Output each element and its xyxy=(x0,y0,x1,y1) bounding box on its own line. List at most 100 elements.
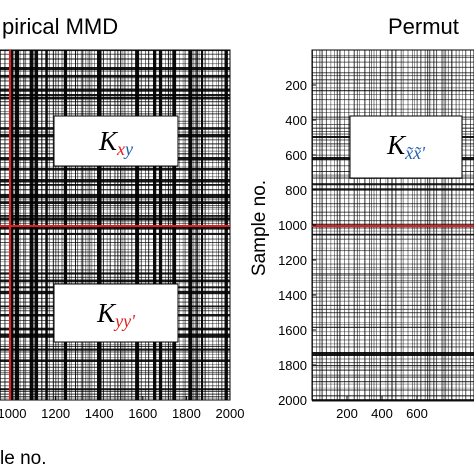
stripe-horizontal xyxy=(0,168,230,171)
right-y-axis-label: Sample no. xyxy=(249,180,270,276)
stripe-horizontal xyxy=(0,166,230,168)
stripe-horizontal xyxy=(312,331,474,333)
stripe-horizontal xyxy=(0,217,230,221)
stripe-horizontal xyxy=(0,212,230,214)
stripe-horizontal xyxy=(312,94,474,95)
stripe-horizontal xyxy=(0,276,230,278)
stripe-horizontal xyxy=(312,206,474,208)
right-heatmap: Kx̃x̃' xyxy=(311,49,474,402)
stripe-horizontal xyxy=(312,286,474,288)
stripe-horizontal xyxy=(0,101,230,103)
stripe-horizontal xyxy=(312,263,474,265)
stripe-horizontal xyxy=(312,346,474,348)
left-heatmap: Kxy Kyy' xyxy=(0,49,231,401)
stripe-horizontal xyxy=(0,111,230,113)
stripe-horizontal xyxy=(312,227,474,229)
kxy-sub-y: y xyxy=(123,139,133,159)
stripe-horizontal xyxy=(0,226,230,230)
stripe-horizontal xyxy=(0,97,230,100)
stripe-horizontal xyxy=(312,399,474,402)
stripe-horizontal xyxy=(0,259,230,260)
stripe-horizontal xyxy=(312,247,474,249)
kxy-annotation-box xyxy=(53,115,179,167)
stripe-horizontal xyxy=(312,108,474,110)
stripe-horizontal xyxy=(0,173,230,174)
kxy-annotation: Kxy xyxy=(98,126,133,159)
stripe-horizontal xyxy=(312,290,474,292)
stripe-horizontal xyxy=(312,282,474,283)
stripe-horizontal xyxy=(312,304,474,306)
stripe-horizontal xyxy=(312,104,474,106)
left-x-ticks: 1000 1200 1400 1600 1800 2000 xyxy=(0,396,244,421)
stripe-horizontal xyxy=(312,308,474,310)
stripe-horizontal xyxy=(0,372,230,374)
stripe-horizontal xyxy=(312,358,474,360)
stripe-horizontal xyxy=(312,395,474,397)
stripe-horizontal xyxy=(312,90,474,92)
stripe-horizontal xyxy=(312,203,474,205)
stripe-horizontal xyxy=(0,244,230,246)
left-x-tick-label: 1800 xyxy=(172,406,201,421)
kyy-sub: yy' xyxy=(113,311,136,331)
stripe-horizontal xyxy=(312,274,474,276)
kyy-annotation: Kyy' xyxy=(96,298,136,331)
stripe-horizontal xyxy=(312,223,474,225)
stripe-horizontal xyxy=(0,67,230,71)
stripe-horizontal xyxy=(312,376,474,378)
stripe-horizontal xyxy=(0,113,230,115)
stripe-horizontal xyxy=(0,63,230,65)
left-x-axis-label: le no. xyxy=(0,448,46,469)
stripe-horizontal xyxy=(0,390,230,392)
stripe-horizontal xyxy=(312,362,474,364)
right-y-tick-label: 2000 xyxy=(278,393,307,408)
stripe-horizontal xyxy=(312,366,474,368)
kxx-base: K xyxy=(386,130,407,160)
stripe-horizontal xyxy=(0,184,230,186)
right-y-tick-label: 1200 xyxy=(278,253,307,268)
kyy-annotation-box xyxy=(53,283,179,343)
stripe-horizontal xyxy=(312,82,474,84)
stripe-horizontal xyxy=(0,208,230,210)
stripe-horizontal xyxy=(312,183,474,186)
stripe-horizontal xyxy=(0,345,230,347)
stripe-horizontal xyxy=(312,243,474,245)
stripe-horizontal xyxy=(0,215,230,217)
stripe-horizontal xyxy=(312,273,474,274)
stripe-horizontal xyxy=(0,179,230,183)
stripe-horizontal xyxy=(0,199,230,201)
stripe-horizontal xyxy=(312,296,474,298)
stripe-horizontal xyxy=(312,87,474,89)
stripe-horizontal xyxy=(312,323,474,325)
right-x-ticks: 200 400 600 xyxy=(336,396,428,421)
stripe-horizontal xyxy=(312,230,474,232)
stripe-horizontal xyxy=(0,282,230,284)
stripe-horizontal xyxy=(312,194,474,196)
stripe-horizontal xyxy=(312,335,474,336)
stripe-horizontal xyxy=(312,197,474,199)
stripe-horizontal xyxy=(312,383,474,385)
stripe-horizontal xyxy=(312,365,474,367)
kxy-sub-x: x xyxy=(116,139,125,159)
stripe-horizontal xyxy=(0,359,230,362)
stripe-horizontal xyxy=(0,242,230,243)
right-y-tick-label: 400 xyxy=(285,113,307,128)
stripe-horizontal xyxy=(0,351,230,353)
stripe-horizontal xyxy=(0,176,230,178)
stripe-horizontal xyxy=(312,316,474,318)
stripe-horizontal xyxy=(312,72,474,74)
stripe-horizontal xyxy=(312,389,474,391)
right-x-tick-label: 200 xyxy=(336,406,358,421)
stripe-horizontal xyxy=(312,99,474,101)
stripe-horizontal xyxy=(0,201,230,204)
stripe-horizontal xyxy=(0,58,230,60)
left-x-tick-label: 2000 xyxy=(216,406,245,421)
stripe-horizontal xyxy=(0,80,230,82)
stripe-horizontal xyxy=(312,312,474,314)
kxy-base: K xyxy=(98,126,119,156)
stripe-horizontal xyxy=(312,322,474,323)
right-y-tick-label: 800 xyxy=(285,183,307,198)
stripe-horizontal xyxy=(312,369,474,371)
stripe-horizontal xyxy=(0,104,230,106)
stripe-horizontal xyxy=(312,55,474,56)
left-x-tick-label: 1200 xyxy=(41,406,70,421)
